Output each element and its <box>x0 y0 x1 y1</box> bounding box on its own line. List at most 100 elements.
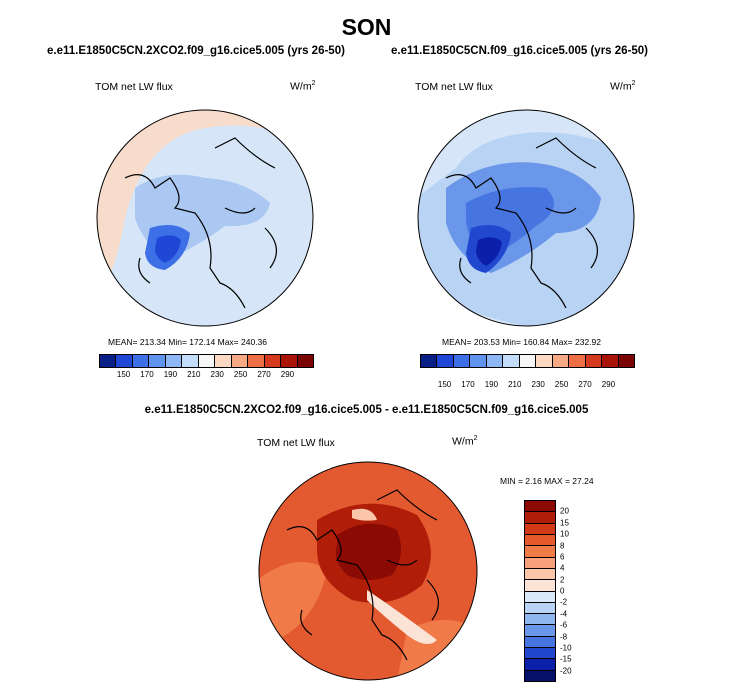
colorbar-tick-label: -10 <box>560 643 572 653</box>
colorbar-tick-label: 290 <box>280 370 295 379</box>
panel1-polar-map <box>96 109 314 327</box>
colorbar-swatch <box>525 534 555 547</box>
colorbar-tick-label: 10 <box>560 529 569 539</box>
panel2-polar-map <box>417 109 635 327</box>
diff-colorbar-ticks: 20 15 10 8 6 4 2 0 -2 -4 -6 -8 -10 -15 -20 <box>560 500 590 680</box>
colorbar-swatch <box>264 355 282 367</box>
diff-polar-map <box>258 461 478 681</box>
panel1-colorbar-ticks: 150 170 190 210 230 250 270 290 <box>99 370 312 380</box>
panel2-light-edge-region <box>418 110 634 198</box>
diff-weak-region <box>352 508 377 521</box>
panel2-variable-label: TOM net LW flux <box>415 81 493 93</box>
colorbar-swatch <box>525 625 555 637</box>
panel1-greenland-core <box>155 235 181 263</box>
colorbar-swatch <box>569 355 586 367</box>
colorbar-swatch <box>525 568 555 581</box>
colorbar-tick-label: -15 <box>560 654 572 664</box>
diff-core-region <box>335 523 401 580</box>
diff-colorbar <box>524 500 556 682</box>
colorbar-tick-label: 20 <box>560 506 569 516</box>
colorbar-swatch <box>525 659 555 671</box>
panel2-coastlines <box>445 137 598 309</box>
colorbar-swatch <box>248 355 265 367</box>
panel1-coastlines <box>124 137 277 309</box>
colorbar-swatch <box>525 557 555 569</box>
colorbar-swatch <box>132 355 150 367</box>
colorbar-swatch <box>525 648 555 660</box>
diff-stats: MIN = 2.16 MAX = 27.24 <box>500 476 594 486</box>
panel1-stats: MEAN= 213.34 Min= 172.14 Max= 240.36 <box>108 337 268 347</box>
colorbar-swatch <box>470 355 487 367</box>
colorbar-tick-label: 6 <box>560 552 565 562</box>
colorbar-swatch <box>486 355 504 367</box>
colorbar-swatch <box>525 614 555 626</box>
colorbar-tick-label: 150 <box>437 380 452 389</box>
colorbar-tick-label: 0 <box>560 586 565 596</box>
colorbar-swatch <box>231 355 249 367</box>
colorbar-tick-label: -6 <box>560 620 568 630</box>
colorbar-swatch <box>525 501 555 513</box>
colorbar-tick-label: 210 <box>508 380 522 389</box>
colorbar-swatch <box>198 355 216 367</box>
colorbar-swatch <box>525 636 555 649</box>
colorbar-swatch <box>525 591 555 603</box>
diff-unit-label: W/m2 <box>452 435 478 448</box>
colorbar-tick-label: 190 <box>484 380 499 389</box>
colorbar-swatch <box>503 355 520 367</box>
colorbar-swatch <box>453 355 471 367</box>
panel2-greenland-core <box>476 237 502 266</box>
colorbar-tick-label: -8 <box>560 632 568 641</box>
colorbar-swatch <box>552 355 570 367</box>
colorbar-tick-label: -20 <box>560 666 572 676</box>
panel1-colorbar <box>99 354 314 368</box>
panel2-title: e.e11.E1850C5CN.f09_g16.cice5.005 (yrs 2… <box>391 45 649 57</box>
colorbar-swatch <box>519 355 537 367</box>
panel1-unit-label: W/m2 <box>290 80 316 93</box>
panel1-warm-edge-region <box>97 110 313 298</box>
colorbar-tick-label: 2 <box>560 575 565 585</box>
colorbar-swatch <box>618 355 635 367</box>
colorbar-swatch <box>525 512 555 524</box>
colorbar-swatch <box>149 355 166 367</box>
colorbar-tick-label: 270 <box>578 380 592 389</box>
colorbar-tick-label: -4 <box>560 609 568 619</box>
diff-weak-region-2 <box>367 590 437 644</box>
season-title: SON <box>341 14 392 40</box>
panel2-colorbar <box>420 354 635 368</box>
colorbar-swatch <box>215 355 232 367</box>
colorbar-tick-label: 230 <box>210 370 224 379</box>
panel1-title: e.e11.E1850C5CN.2XCO2.f09_g16.cice5.005 … <box>47 45 345 57</box>
colorbar-tick-label: 150 <box>116 370 131 379</box>
diff-title: e.e11.E1850C5CN.2XCO2.f09_g16.cice5.005 … <box>144 404 589 416</box>
colorbar-swatch <box>536 355 553 367</box>
colorbar-tick-label: -2 <box>560 597 568 607</box>
colorbar-tick-label: 4 <box>560 563 565 573</box>
colorbar-swatch <box>525 580 555 592</box>
colorbar-swatch <box>525 602 555 615</box>
colorbar-tick-label: 250 <box>233 370 248 379</box>
colorbar-swatch <box>421 355 438 367</box>
colorbar-swatch <box>165 355 183 367</box>
panel2-unit-label: W/m2 <box>610 80 636 93</box>
colorbar-swatch <box>602 355 619 367</box>
colorbar-tick-label: 15 <box>560 518 569 528</box>
colorbar-swatch <box>100 355 117 367</box>
panel1-variable-label: TOM net LW flux <box>95 81 173 93</box>
colorbar-swatch <box>182 355 199 367</box>
colorbar-tick-label: 250 <box>554 380 569 389</box>
colorbar-swatch <box>297 355 314 367</box>
colorbar-swatch <box>585 355 603 367</box>
diff-coastlines <box>286 489 439 661</box>
colorbar-tick-label: 8 <box>560 541 565 550</box>
panel2-stats: MEAN= 203.53 Min= 160.84 Max= 232.92 <box>442 337 602 347</box>
colorbar-tick-label: 270 <box>257 370 271 379</box>
colorbar-tick-label: 170 <box>140 370 154 379</box>
diff-variable-label: TOM net LW flux <box>257 437 335 449</box>
colorbar-swatch <box>525 523 555 535</box>
colorbar-swatch <box>525 670 555 681</box>
colorbar-swatch <box>116 355 133 367</box>
colorbar-tick-label: 230 <box>531 380 545 389</box>
colorbar-swatch <box>281 355 298 367</box>
panel2-colorbar-ticks: 150 170 190 210 230 250 270 290 <box>420 380 633 390</box>
colorbar-tick-label: 290 <box>601 380 616 389</box>
